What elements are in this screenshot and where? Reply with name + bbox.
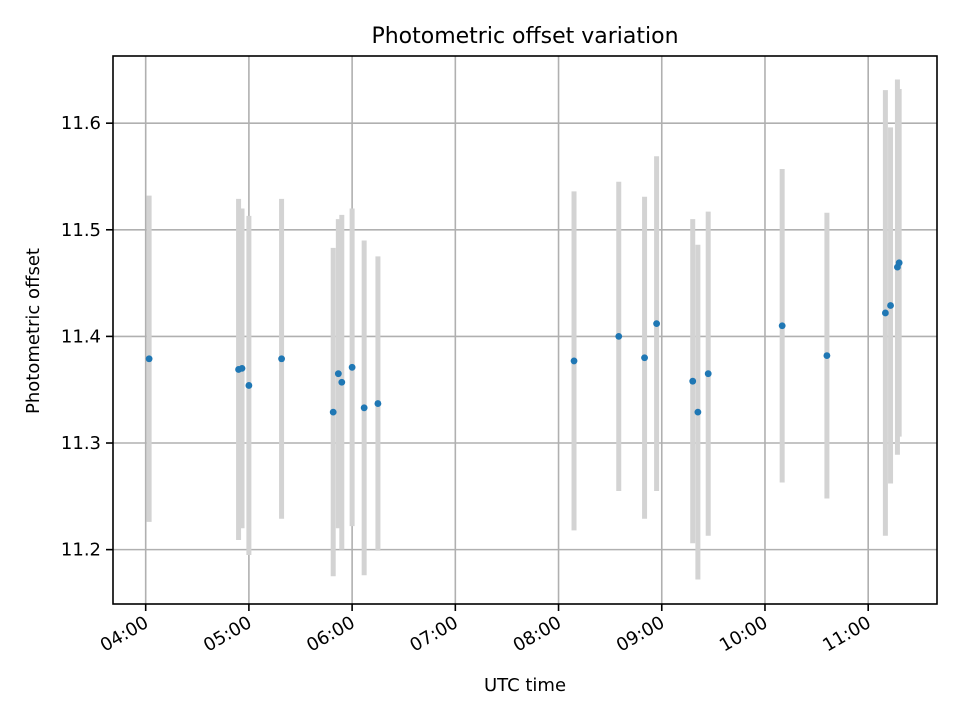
data-point-16: [694, 408, 702, 416]
data-point-3: [245, 382, 253, 389]
data-point-15: [689, 377, 697, 385]
x-tick-label-1: 05:00: [200, 612, 255, 656]
data-point-17: [704, 370, 712, 378]
x-tick-label-0: 04:00: [97, 612, 152, 656]
data-point-11: [570, 357, 578, 365]
data-point-14: [653, 320, 660, 328]
y-axis-title: Photometric offset: [23, 248, 44, 414]
error-bars: [146, 79, 902, 580]
data-point-21: [887, 302, 894, 309]
data-points: [145, 259, 903, 416]
data-point-2: [238, 364, 246, 372]
plot-frame: [112, 55, 938, 605]
data-point-13: [641, 354, 648, 362]
data-point-0: [145, 355, 153, 363]
x-tick-label-4: 08:00: [510, 612, 565, 656]
y-tick-label-1: 11.3: [61, 433, 101, 454]
data-point-20: [881, 309, 889, 317]
x-axis-title: UTC time: [484, 675, 566, 696]
y-tick-label-0: 11.2: [61, 540, 101, 561]
data-point-8: [348, 363, 356, 371]
x-tick-label-6: 10:00: [716, 612, 771, 656]
data-point-23: [895, 259, 903, 267]
data-point-18: [778, 322, 786, 330]
data-point-6: [334, 370, 342, 378]
y-tick-label-4: 11.6: [61, 113, 101, 134]
data-point-5: [329, 408, 337, 416]
data-point-7: [338, 378, 346, 386]
axes: 04:00 05:00 06:00 07:00 08:00 09:00 10:00 11:00…: [61, 55, 938, 656]
x-tick-label-7: 11:00: [819, 612, 874, 656]
data-point-12: [615, 332, 623, 340]
x-tick-label-5: 09:00: [613, 612, 668, 656]
data-point-9: [360, 404, 368, 412]
data-point-10: [374, 400, 382, 407]
data-point-4: [278, 355, 285, 363]
y-tick-label-3: 11.5: [61, 220, 101, 241]
chart-title: Photometric offset variation: [371, 24, 678, 49]
x-tick-label-2: 06:00: [303, 612, 358, 656]
x-tick-label-3: 07:00: [406, 612, 461, 656]
y-tick-label-2: 11.4: [61, 326, 101, 347]
data-point-19: [823, 352, 831, 359]
